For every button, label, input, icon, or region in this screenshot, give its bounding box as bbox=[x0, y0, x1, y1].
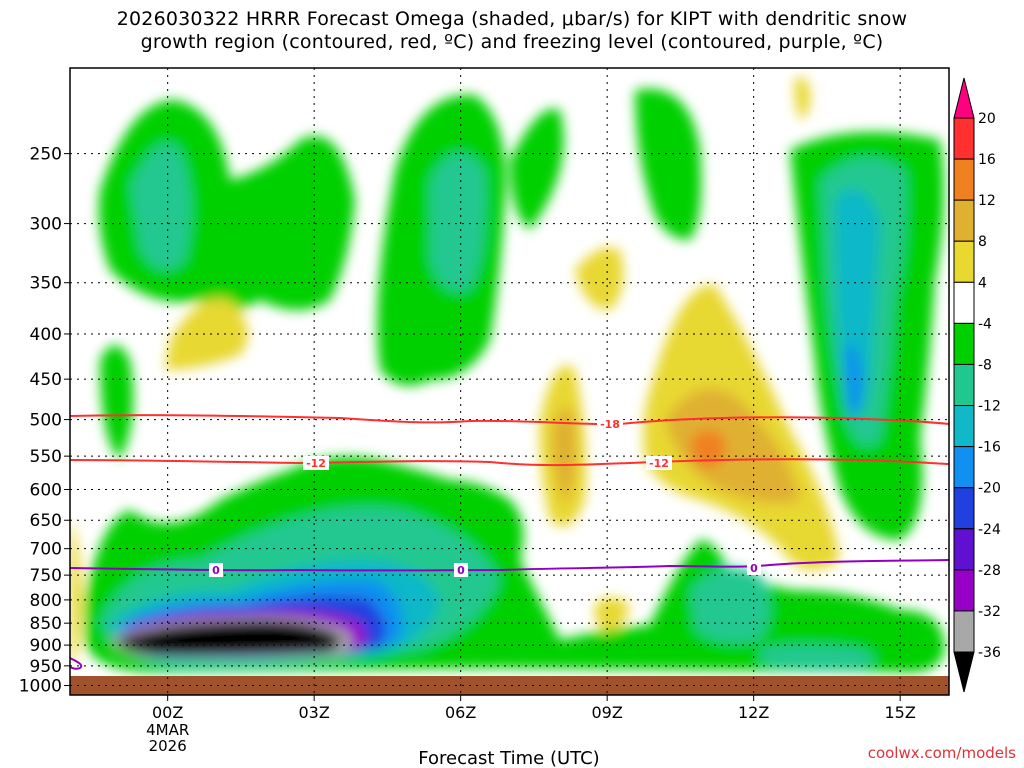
omega-ascent-region bbox=[430, 152, 486, 292]
y-tick-label: 650 bbox=[30, 511, 62, 531]
colorbar-label: -12 bbox=[978, 399, 1001, 415]
y-axis: 2503003504004505005506006507007508008509… bbox=[19, 145, 70, 697]
y-tick-label: 400 bbox=[30, 325, 62, 345]
colorbar-swatch bbox=[953, 363, 975, 407]
omega-descent-region bbox=[552, 407, 577, 505]
contour-label: -18 bbox=[600, 418, 620, 431]
title-line-1: 2026030322 HRRR Forecast Omega (shaded, … bbox=[116, 8, 908, 30]
contour-label: -12 bbox=[649, 457, 669, 470]
colorbar-label: -20 bbox=[978, 481, 1001, 497]
colorbar-swatch bbox=[953, 199, 975, 242]
colorbar-label: -32 bbox=[978, 604, 1001, 620]
omega-ascent-region bbox=[510, 108, 564, 230]
contour-0c-corner bbox=[70, 657, 83, 670]
contour-minus18c bbox=[70, 414, 949, 426]
y-tick-label: 350 bbox=[30, 274, 62, 294]
omega-descent-region bbox=[690, 430, 726, 468]
x-tick-label: 09Z bbox=[592, 703, 623, 722]
omega-shading: -18 -12 -12 0 0 0 bbox=[70, 68, 949, 695]
colorbar-swatch bbox=[953, 487, 975, 530]
colorbar-label: -24 bbox=[978, 522, 1001, 538]
y-tick-label: 500 bbox=[30, 411, 62, 431]
colorbar-label: 8 bbox=[978, 234, 987, 250]
colorbar-label: -28 bbox=[978, 563, 1001, 579]
colorbar-swatch bbox=[953, 322, 975, 365]
source-credit[interactable]: coolwx.com/models bbox=[867, 744, 1016, 762]
y-tick-label: 950 bbox=[30, 657, 62, 677]
omega-ascent-region bbox=[100, 345, 134, 460]
chart-title: 2026030322 HRRR Forecast Omega (shaded, … bbox=[0, 8, 1024, 54]
omega-ascent-region bbox=[130, 142, 192, 271]
contour-0c bbox=[70, 559, 949, 572]
contour-label: 0 bbox=[457, 564, 465, 577]
omega-descent-region bbox=[794, 76, 811, 120]
omega-ascent-region bbox=[690, 567, 770, 644]
plot-frame bbox=[69, 67, 950, 696]
contour-minus12c bbox=[70, 458, 949, 467]
contour-label: 0 bbox=[212, 564, 220, 577]
omega-ascent-region bbox=[845, 345, 862, 417]
title-line-2: growth region (contoured, red, ºC) and f… bbox=[140, 31, 884, 53]
omega-descent-region bbox=[70, 520, 82, 665]
omega-descent-region bbox=[165, 298, 248, 370]
colorbar-swatch bbox=[953, 446, 975, 489]
omega-ascent-region bbox=[635, 88, 702, 240]
y-tick-label: 800 bbox=[30, 591, 62, 611]
y-tick-label: 250 bbox=[30, 145, 62, 165]
y-tick-label: 700 bbox=[30, 540, 62, 560]
x-tick-label: 06Z bbox=[445, 703, 476, 722]
colorbar-bottom-arrow bbox=[953, 651, 975, 693]
colorbar-swatch bbox=[953, 528, 975, 571]
x-tick-label: 12Z bbox=[738, 703, 769, 722]
omega-ascent-region bbox=[760, 644, 875, 670]
colorbar-swatch bbox=[953, 405, 975, 448]
y-tick-label: 850 bbox=[30, 614, 62, 634]
y-tick-label: 600 bbox=[30, 481, 62, 501]
y-tick-label: 1000 bbox=[19, 677, 62, 697]
colorbar-swatch bbox=[953, 117, 975, 160]
colorbar-label: -8 bbox=[978, 357, 992, 373]
colorbar-label: -4 bbox=[978, 316, 992, 332]
colorbar-swatch bbox=[953, 569, 975, 612]
colorbar-label: 20 bbox=[978, 111, 996, 127]
colorbar-label: 4 bbox=[978, 275, 987, 291]
colorbar: 20 16 12 8 4 -4 -8 -12 -16 -20 -24 -28 -32 -36 bbox=[953, 77, 1001, 693]
omega-ascent-region bbox=[118, 621, 340, 656]
terrain-band bbox=[70, 676, 949, 695]
omega-descent-region bbox=[575, 247, 624, 310]
x-tick-label: 00Z bbox=[152, 703, 183, 722]
y-tick-label: 450 bbox=[30, 370, 62, 390]
colorbar-label: 16 bbox=[978, 152, 996, 168]
colorbar-label: -36 bbox=[978, 645, 1001, 661]
x-tick-label: 03Z bbox=[299, 703, 330, 722]
x-axis-title: Forecast Time (UTC) bbox=[418, 748, 599, 768]
x-tick-label: 15Z bbox=[885, 703, 916, 722]
colorbar-top-arrow bbox=[953, 77, 975, 119]
x-tick-sublabel: 4MAR bbox=[146, 721, 189, 739]
y-tick-label: 300 bbox=[30, 215, 62, 235]
colorbar-swatch bbox=[953, 281, 975, 324]
omega-descent-region bbox=[665, 388, 800, 504]
contour-label: -12 bbox=[306, 457, 326, 470]
y-tick-label: 550 bbox=[30, 447, 62, 467]
contour-label: 0 bbox=[750, 562, 758, 575]
colorbar-label: 12 bbox=[978, 193, 996, 209]
colorbar-swatch bbox=[953, 610, 975, 653]
x-tick-sublabel: 2026 bbox=[149, 737, 187, 755]
colorbar-label: -16 bbox=[978, 440, 1001, 456]
colorbar-swatch bbox=[953, 158, 975, 201]
y-tick-label: 750 bbox=[30, 566, 62, 586]
y-tick-label: 900 bbox=[30, 636, 62, 656]
colorbar-swatch bbox=[953, 240, 975, 283]
contour-labels: -18 -12 -12 0 0 0 bbox=[209, 417, 761, 577]
